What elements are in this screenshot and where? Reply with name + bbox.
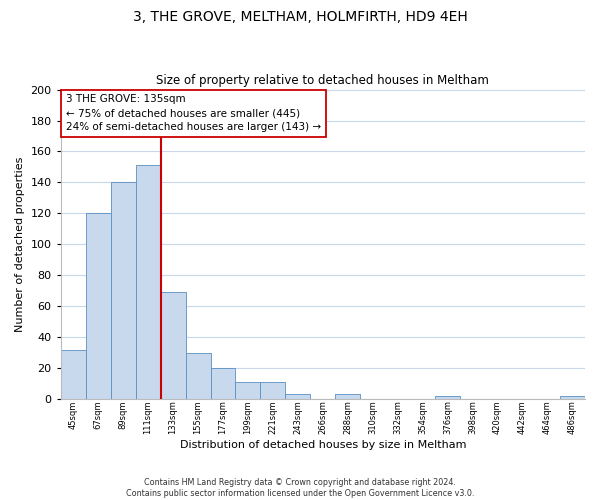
X-axis label: Distribution of detached houses by size in Meltham: Distribution of detached houses by size …: [179, 440, 466, 450]
Title: Size of property relative to detached houses in Meltham: Size of property relative to detached ho…: [157, 74, 489, 87]
Bar: [61, 350, 86, 399]
Bar: [211, 368, 235, 399]
Text: 3, THE GROVE, MELTHAM, HOLMFIRTH, HD9 4EH: 3, THE GROVE, MELTHAM, HOLMFIRTH, HD9 4E…: [133, 10, 467, 24]
Y-axis label: Number of detached properties: Number of detached properties: [15, 156, 25, 332]
Bar: [435, 396, 460, 399]
Text: Contains HM Land Registry data © Crown copyright and database right 2024.
Contai: Contains HM Land Registry data © Crown c…: [126, 478, 474, 498]
Bar: [560, 396, 585, 399]
Bar: [161, 292, 185, 399]
Bar: [260, 382, 286, 399]
Bar: [86, 214, 110, 399]
Text: 3 THE GROVE: 135sqm
← 75% of detached houses are smaller (445)
24% of semi-detac: 3 THE GROVE: 135sqm ← 75% of detached ho…: [66, 94, 321, 132]
Bar: [335, 394, 361, 399]
Bar: [286, 394, 310, 399]
Bar: [110, 182, 136, 399]
Bar: [235, 382, 260, 399]
Bar: [136, 166, 161, 399]
Bar: [185, 352, 211, 399]
